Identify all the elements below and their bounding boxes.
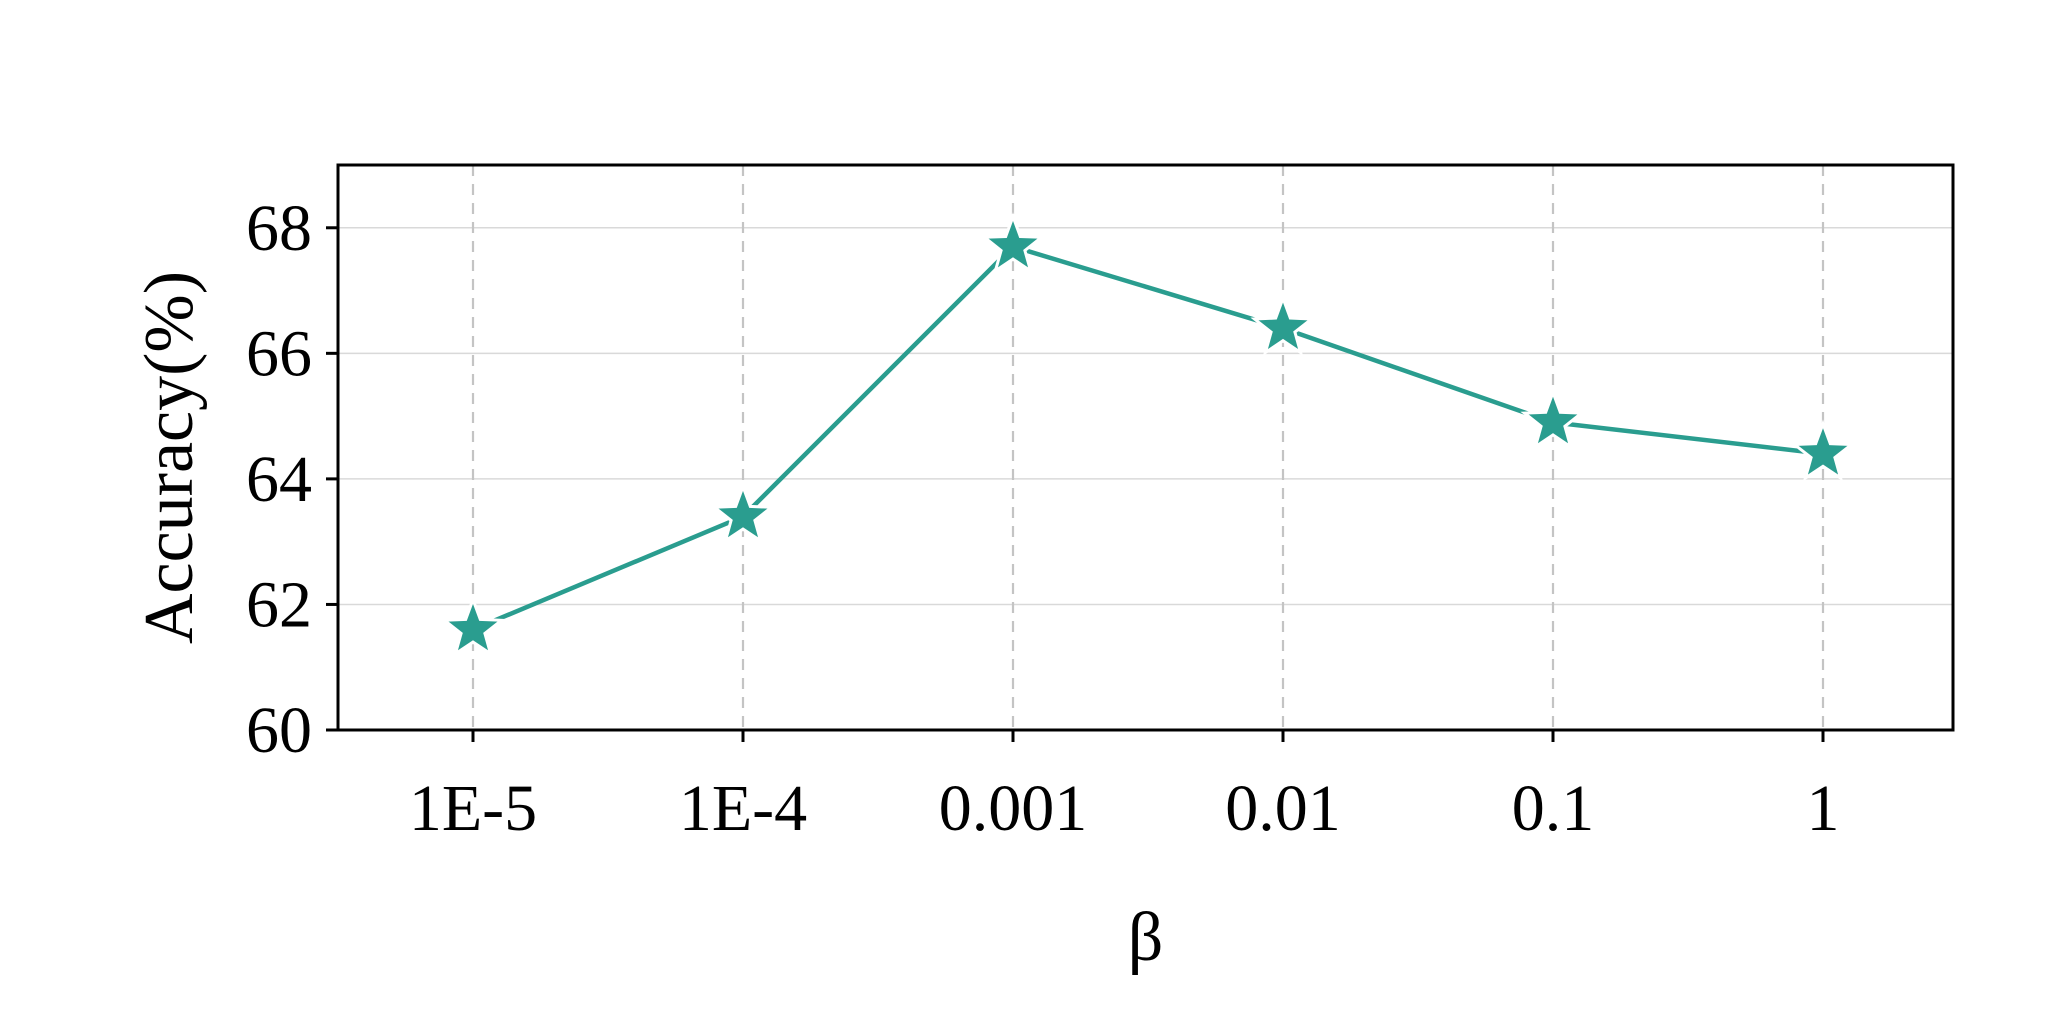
- series-line: [472, 244, 1824, 632]
- star-marker: [440, 595, 506, 658]
- y-tick-label: 62: [246, 568, 312, 641]
- x-tick-label: 0.001: [939, 772, 1088, 845]
- star-marker: [1250, 293, 1316, 357]
- star-marker: [980, 212, 1046, 275]
- star-marker: [710, 482, 776, 545]
- x-tick-label: 1: [1807, 772, 1840, 845]
- x-tick-label: 0.1: [1512, 772, 1595, 845]
- star-marker: [1790, 419, 1856, 482]
- star-marker: [1520, 388, 1586, 451]
- series-layer: [440, 212, 1856, 658]
- plot-frame: [336, 163, 1955, 732]
- x-tick-label: 0.01: [1225, 772, 1341, 845]
- y-tick-label: 66: [246, 317, 312, 390]
- y-tick-label: 64: [246, 443, 312, 516]
- grid-layer: [338, 165, 1953, 730]
- x-tick-label: 1E-4: [679, 772, 807, 845]
- x-tick-label: 1E-5: [409, 772, 537, 845]
- y-axis-label: Accuracy(%): [131, 271, 208, 644]
- y-tick-label: 68: [246, 192, 312, 265]
- y-tick-label: 60: [246, 694, 312, 767]
- axis-layer: 60 62 64 66 68 1E-5 1E-4 0.001 0.01 0.1 1: [246, 163, 1955, 845]
- x-axis-label: β: [1128, 899, 1164, 976]
